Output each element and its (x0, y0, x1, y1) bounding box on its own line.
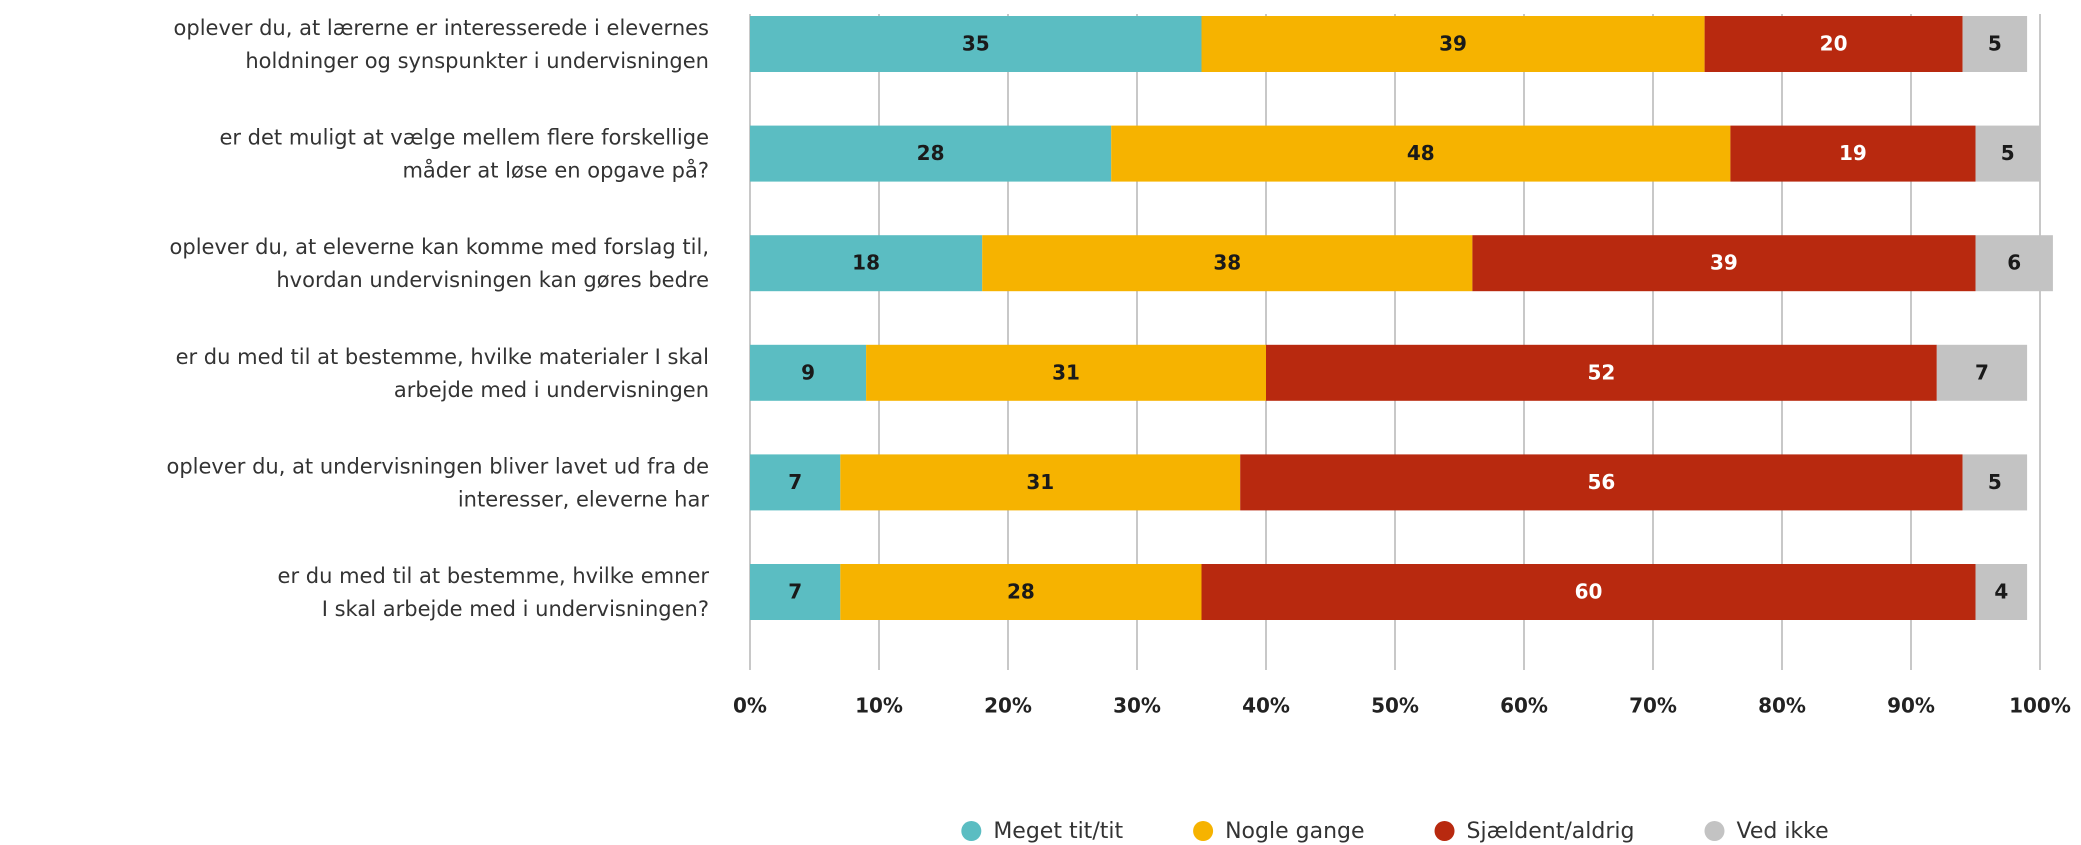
value-label: 60 (1575, 580, 1603, 604)
x-tick-label: 60% (1500, 694, 1548, 718)
value-label: 6 (2007, 251, 2021, 275)
bar-segment (866, 344, 1266, 401)
category-label: måder at løse en opgave på? (402, 158, 709, 183)
value-label: 39 (1710, 251, 1738, 275)
value-label: 7 (788, 470, 802, 494)
value-label: 48 (1407, 141, 1435, 165)
bar-segment (750, 16, 1202, 72)
bar-segment (750, 125, 1112, 182)
x-tick-label: 40% (1242, 694, 1290, 718)
legend-marker (1434, 821, 1455, 841)
value-label: 9 (801, 360, 815, 384)
x-tick-label: 20% (984, 694, 1032, 718)
bar-segment (1266, 344, 1937, 401)
bar-segment (840, 564, 1202, 620)
legend-marker (961, 821, 982, 841)
bar-segment (1201, 564, 1976, 620)
bar-segment (982, 235, 1473, 292)
bar-segment (1962, 16, 2028, 72)
legend-label: Sjældent/aldrig (1467, 819, 1635, 844)
bar-segment (750, 454, 841, 511)
bar-segment (750, 564, 841, 620)
category-label: interesser, eleverne har (458, 487, 710, 511)
bar-segment (1240, 454, 1963, 511)
x-tick-label: 90% (1887, 694, 1935, 718)
x-tick-label: 30% (1113, 694, 1161, 718)
value-label: 31 (1052, 360, 1080, 384)
value-label: 38 (1213, 251, 1241, 275)
category-label: oplever du, at undervisningen bliver lav… (166, 454, 709, 478)
legend-marker (1704, 821, 1725, 841)
bar-segment (1975, 235, 2053, 292)
value-label: 7 (1975, 360, 1989, 384)
bar-segment (1730, 125, 1976, 182)
bar-segment (1704, 16, 1963, 72)
value-label: 28 (917, 141, 945, 165)
bar-segment (750, 344, 867, 401)
legend-marker (1193, 821, 1214, 841)
x-tick-label: 70% (1629, 694, 1677, 718)
bar-segment (750, 235, 983, 292)
x-tick-label: 80% (1758, 694, 1806, 718)
category-label: oplever du, at lærerne er interesserede … (174, 16, 709, 40)
category-label: arbejde med i undervisningen (394, 378, 709, 402)
value-label: 20 (1820, 32, 1848, 56)
value-label: 18 (852, 251, 880, 275)
legend-label: Ved ikke (1736, 819, 1828, 844)
value-label: 35 (962, 32, 990, 56)
category-label: holdninger og synspunkter i undervisning… (245, 49, 709, 73)
value-label: 31 (1026, 470, 1054, 494)
x-tick-label: 100% (2009, 694, 2071, 718)
value-label: 5 (1988, 32, 2002, 56)
value-label: 7 (788, 580, 802, 604)
bar-segment (1936, 344, 2028, 401)
bar-segment (1111, 125, 1731, 182)
bar-segment (1975, 564, 2028, 620)
value-label: 19 (1839, 141, 1867, 165)
value-label: 4 (1994, 580, 2008, 604)
value-label: 28 (1007, 580, 1035, 604)
value-label: 5 (1988, 470, 2002, 494)
bar-segment (840, 454, 1241, 511)
category-label: er du med til at bestemme, hvilke emner (278, 564, 710, 588)
value-label: 39 (1439, 32, 1467, 56)
bar-segment (1962, 454, 2028, 511)
category-label: hvordan undervisningen kan gøres bedre (276, 268, 709, 292)
bar-segment (1201, 16, 1705, 72)
bar-segment (1975, 125, 2040, 182)
category-label: oplever du, at eleverne kan komme med fo… (170, 235, 709, 259)
value-label: 52 (1587, 360, 1615, 384)
legend-label: Nogle gange (1225, 819, 1364, 844)
value-label: 56 (1587, 470, 1615, 494)
category-label: I skal arbejde med i undervisningen? (322, 597, 709, 621)
category-label: er det muligt at vælge mellem flere fors… (219, 126, 709, 150)
value-label: 5 (2001, 141, 2015, 165)
x-tick-label: 0% (733, 694, 767, 718)
x-tick-label: 10% (855, 694, 903, 718)
legend-label: Meget tit/tit (993, 819, 1123, 844)
x-tick-label: 50% (1371, 694, 1419, 718)
bar-segment (1472, 235, 1976, 292)
category-label: er du med til at bestemme, hvilke materi… (176, 345, 709, 369)
